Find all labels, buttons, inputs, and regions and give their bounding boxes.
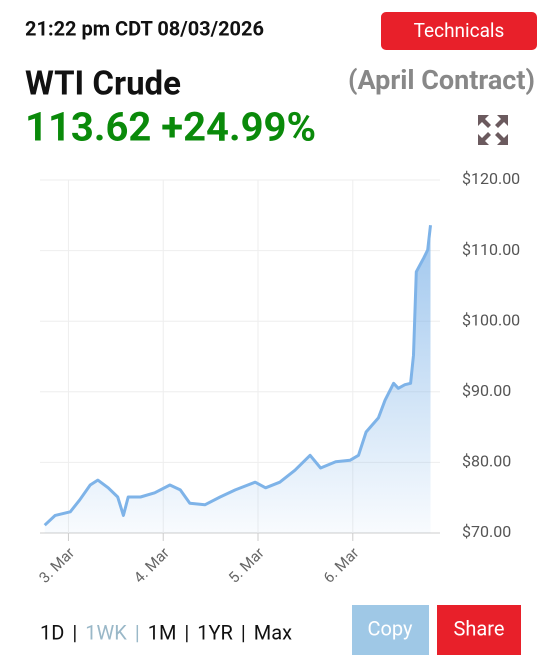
technicals-label[interactable]: Technicals	[414, 19, 505, 42]
timestamp: 21:22 pm CDT 08/03/2026	[25, 16, 264, 40]
x-tick-label: 4. Mar	[130, 544, 173, 587]
y-tick-label: $80.00	[462, 452, 511, 471]
technicals-button[interactable]: Technicals	[381, 12, 537, 50]
instrument-name: WTI Crude	[25, 65, 181, 104]
share-button[interactable]: Share	[437, 605, 521, 655]
chart: $70.00 $80.00 $90.00 $100.00 $110.00 $120.00 3…	[35, 169, 520, 586]
y-tick-label: $110.00	[462, 240, 520, 259]
x-tick-label: 3. Mar	[35, 544, 78, 587]
copy-label[interactable]: Copy	[367, 616, 413, 640]
y-tick-label: $120.00	[462, 169, 520, 188]
y-tick-label: $90.00	[462, 381, 511, 400]
x-tick-label: 5. Mar	[225, 544, 268, 587]
y-tick-label: $100.00	[462, 310, 520, 329]
range-selector: 1D | 1WK | 1M | 1YR | Max	[40, 620, 292, 644]
copy-bg[interactable]	[352, 605, 429, 655]
area	[44, 225, 431, 533]
quote: 113.62 +24.99%	[25, 104, 316, 151]
range-option[interactable]: 1M	[148, 620, 177, 644]
range-option[interactable]: Max	[254, 620, 292, 644]
copy-button[interactable]: Copy	[352, 605, 429, 655]
range-separator: |	[241, 620, 246, 644]
range-separator: |	[135, 620, 140, 644]
range-separator: |	[184, 620, 189, 644]
range-separator: |	[72, 620, 77, 644]
price-line	[43, 225, 432, 527]
technicals-bg[interactable]	[381, 12, 537, 50]
expand-icon[interactable]	[478, 115, 508, 145]
share-label[interactable]: Share	[454, 616, 505, 640]
x-tick-label: 6. Mar	[320, 544, 363, 587]
range-option[interactable]: 1YR	[197, 620, 233, 644]
contract: (April Contract)	[348, 64, 535, 96]
y-tick-label: $70.00	[462, 522, 511, 541]
range-option[interactable]: 1WK	[85, 620, 127, 644]
range-option[interactable]: 1D	[40, 620, 64, 644]
share-bg[interactable]	[437, 605, 521, 655]
